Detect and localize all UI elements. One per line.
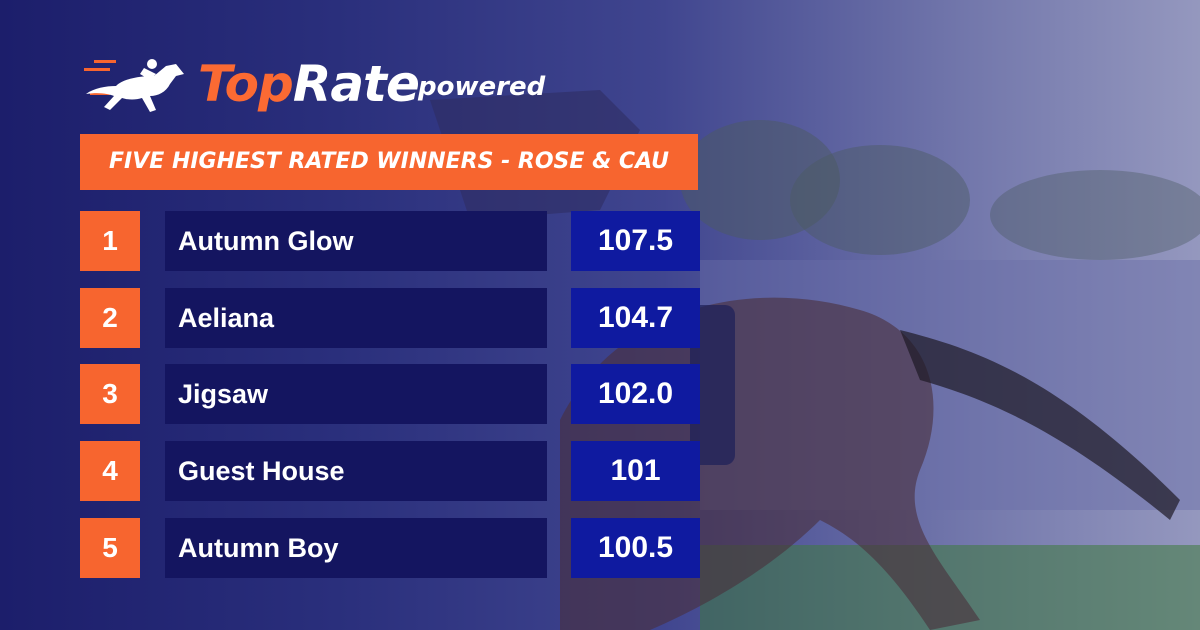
rating-value: 104.7 xyxy=(571,288,700,348)
rating-value: 101 xyxy=(571,441,700,501)
rank-badge: 3 xyxy=(80,364,140,424)
rank-badge: 4 xyxy=(80,441,140,501)
horse-name: Guest House xyxy=(165,441,547,501)
winner-row: 1 Autumn Glow 107.5 xyxy=(80,211,700,271)
rank-badge: 2 xyxy=(80,288,140,348)
winner-row: 3 Jigsaw 102.0 xyxy=(80,364,700,424)
horse-name: Jigsaw xyxy=(165,364,547,424)
brand-top: Top xyxy=(198,55,294,113)
racehorse-jockey-icon xyxy=(84,59,184,112)
rating-value: 107.5 xyxy=(571,211,700,271)
winner-row: 5 Autumn Boy 100.5 xyxy=(80,518,700,578)
powered-label: powered xyxy=(418,72,546,102)
winner-row: 4 Guest House 101 xyxy=(80,441,700,501)
rating-value: 102.0 xyxy=(571,364,700,424)
winner-row: 2 Aeliana 104.7 xyxy=(80,288,700,348)
brand-rate: Rate xyxy=(292,55,420,113)
brand-wordmark: TopRate xyxy=(198,54,420,114)
rank-badge: 5 xyxy=(80,518,140,578)
toprate-logo: TopRate powered xyxy=(80,52,560,116)
horse-name: Autumn Glow xyxy=(165,211,547,271)
rating-value: 100.5 xyxy=(571,518,700,578)
horse-name: Aeliana xyxy=(165,288,547,348)
rank-badge: 1 xyxy=(80,211,140,271)
title-banner: FIVE HIGHEST RATED WINNERS - ROSE & CAU xyxy=(80,134,698,190)
horse-name: Autumn Boy xyxy=(165,518,547,578)
